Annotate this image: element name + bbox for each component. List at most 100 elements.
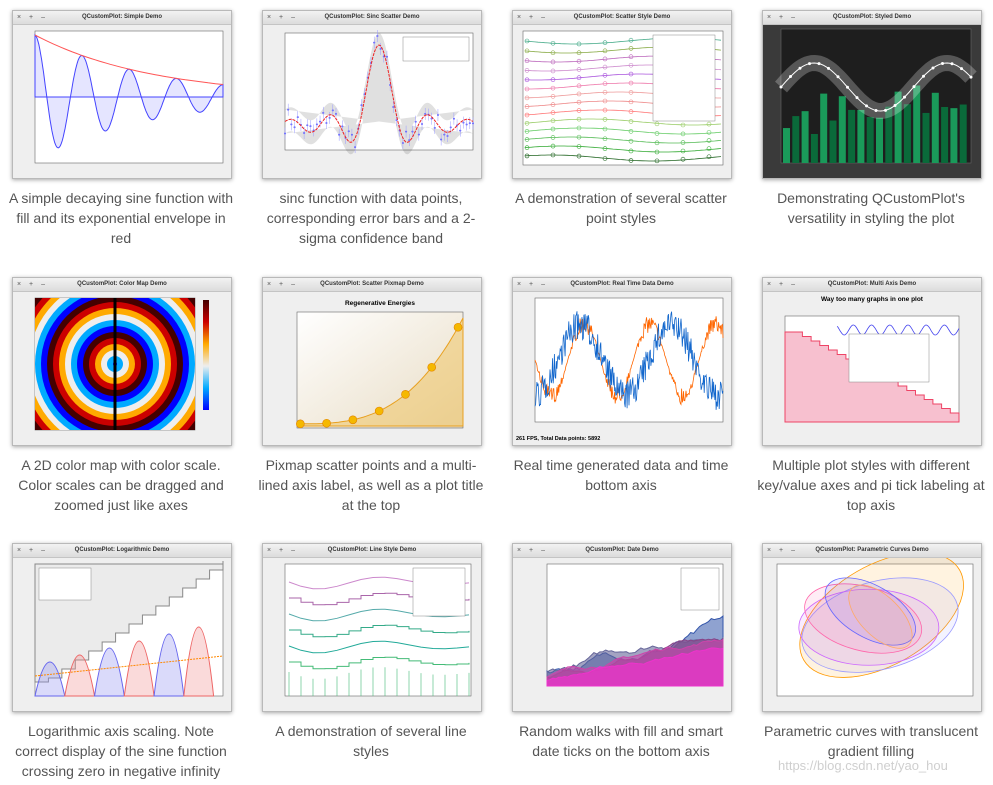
window-buttons: × + – <box>517 281 548 288</box>
curve <box>801 577 959 673</box>
marker <box>602 64 608 70</box>
demo-window: × + – QCustomPlot: Sinc Scatter Demo <box>262 10 482 179</box>
bar <box>913 85 921 163</box>
marker <box>628 80 634 86</box>
title-bar: × + – QCustomPlot: Multi Axis Demo <box>763 278 981 292</box>
curve <box>288 608 470 622</box>
marker <box>524 112 530 118</box>
caption-line: date ticks on the bottom axis <box>532 743 710 759</box>
caption-line: Logarithmic axis scaling. Note <box>28 723 214 739</box>
demo-window: × + – QCustomPlot: Styled Demo <box>762 10 982 179</box>
marker <box>680 140 686 145</box>
caption-line: sinc function with data points, <box>279 190 463 206</box>
window-title: QCustomPlot: Date Demo <box>585 547 659 553</box>
caption-line: A 2D color map with color scale. <box>21 457 221 473</box>
title-bar: × + – QCustomPlot: Color Map Demo <box>13 278 231 292</box>
marker <box>550 68 556 74</box>
demo-window: × + – QCustomPlot: Color Map Demo <box>12 277 232 446</box>
caption: Pixmap scatter points and a multi-lined … <box>246 455 496 515</box>
window-buttons: × + – <box>267 14 298 21</box>
bar <box>885 106 893 163</box>
demo-window: × + – QCustomPlot: Date Demo <box>512 543 732 712</box>
marker <box>654 140 660 146</box>
bar <box>810 134 818 163</box>
caption-line: Real time generated data and time <box>513 457 729 473</box>
marker <box>576 50 582 56</box>
caption-line: gradient filling <box>827 743 915 759</box>
caption-line: Multiple plot styles with different <box>772 457 970 473</box>
marker <box>602 146 608 151</box>
window-buttons: × + – <box>767 281 798 288</box>
window-title: QCustomPlot: Real Time Data Demo <box>570 281 674 287</box>
caption-line: Pixmap scatter points and a multi- <box>265 457 477 473</box>
point <box>912 85 916 89</box>
caption: A 2D color map with color scale. Color sc… <box>0 455 246 515</box>
title-bar: × + – QCustomPlot: Simple Demo <box>13 11 231 25</box>
caption-line: lined axis label, as well as a plot titl… <box>258 477 484 493</box>
curve <box>123 640 155 697</box>
sun <box>427 362 437 372</box>
marker <box>602 117 608 122</box>
status: 261 FPS, Total Data points: 5892 <box>516 436 600 442</box>
marker <box>602 89 608 95</box>
caption-line: red <box>110 230 132 246</box>
marker <box>576 153 582 159</box>
thumbnail <box>513 558 731 711</box>
curve <box>546 647 724 687</box>
bar <box>876 117 883 163</box>
marker <box>550 110 556 115</box>
title-bar: × + – QCustomPlot: Line Style Demo <box>263 544 481 558</box>
bar <box>866 117 874 163</box>
demo-window: × + – QCustomPlot: Multi Axis Demo Way too… <box>762 277 982 446</box>
thumbnail: Regenerative Energies <box>263 292 481 445</box>
marker <box>576 58 582 64</box>
marker <box>524 58 530 63</box>
demo-window: × + – QCustomPlot: Scatter Pixmap Demo Reg… <box>262 277 482 446</box>
window-title: QCustomPlot: Simple Demo <box>81 14 162 20</box>
caption-line: at the top <box>341 497 401 513</box>
window-title: QCustomPlot: Parametric Curves Demo <box>815 547 929 553</box>
caption: A simple decaying sine function with fill… <box>0 188 246 248</box>
marker <box>550 85 556 91</box>
bar <box>783 128 790 163</box>
caption-line: Color scales can be dragged and <box>18 477 224 493</box>
demo-window: × + – QCustomPlot: Scatter Style Demo <box>512 10 732 179</box>
marker <box>602 56 608 62</box>
marker <box>654 131 660 136</box>
legend <box>38 567 92 601</box>
marker <box>524 95 530 101</box>
marker <box>706 138 712 143</box>
marker <box>680 148 686 154</box>
caption-line: A demonstration of several line <box>275 723 467 739</box>
curve <box>288 640 470 654</box>
caption-line: styles <box>353 743 389 759</box>
demo-window: × + – QCustomPlot: Real Time Data Demo 261… <box>512 277 732 446</box>
point <box>789 75 792 79</box>
window-title: QCustomPlot: Line Style Demo <box>327 547 417 553</box>
sun <box>374 406 384 416</box>
marker <box>628 148 634 154</box>
watermark: https://blog.csdn.net/yao_hou <box>778 758 948 773</box>
bar <box>838 96 846 163</box>
marker <box>576 125 582 131</box>
curve <box>289 624 470 638</box>
window-buttons: × + – <box>267 281 298 288</box>
point <box>931 66 935 70</box>
caption-line: point styles <box>585 210 657 226</box>
demo-window: × + – QCustomPlot: Logarithmic Demo <box>12 543 232 712</box>
marker <box>576 83 582 89</box>
point <box>779 85 783 89</box>
marker <box>628 129 634 134</box>
point <box>884 108 887 112</box>
marker <box>628 119 634 124</box>
point <box>827 66 830 70</box>
point <box>798 66 802 70</box>
caption: Demonstrating QCustomPlot's versatility i… <box>746 188 993 228</box>
bar <box>792 116 800 163</box>
caption-line: top axis <box>846 497 896 513</box>
thumbnail <box>263 558 481 711</box>
caption-line: Random walks with fill and smart <box>519 723 723 739</box>
marker <box>680 156 686 162</box>
caption-line: zoomed just like axes <box>54 497 188 513</box>
curve <box>183 626 215 697</box>
